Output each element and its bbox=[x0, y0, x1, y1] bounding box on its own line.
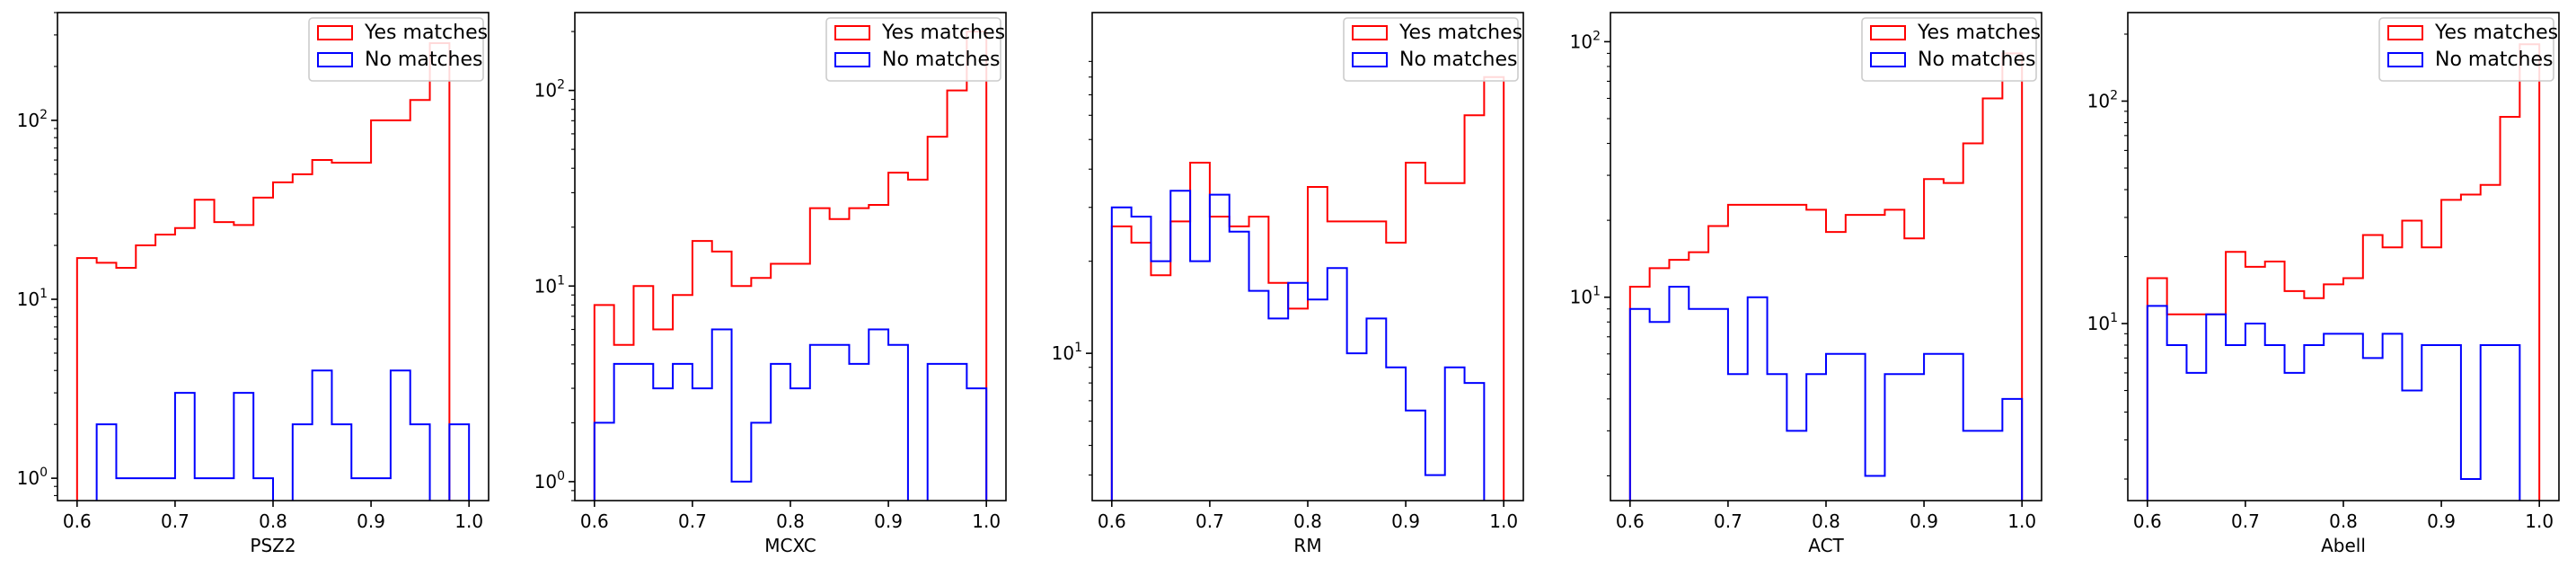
x-axis-label: ACT bbox=[1808, 535, 1844, 556]
legend-swatch-yes-matches bbox=[317, 25, 353, 40]
y-tick-label: 102 bbox=[1570, 29, 1601, 52]
legend-label-no-matches: No matches bbox=[2435, 49, 2553, 71]
axes-frame bbox=[574, 12, 1007, 501]
legend-label-no-matches: No matches bbox=[882, 49, 1000, 71]
legend-swatch-yes-matches bbox=[834, 25, 870, 40]
legend-label-no-matches: No matches bbox=[1918, 49, 2035, 71]
y-tick-label: 101 bbox=[1052, 341, 1082, 364]
axes-frame bbox=[2127, 12, 2560, 501]
series-no-matches-line bbox=[1628, 285, 2024, 501]
x-tick-label: 0.7 bbox=[2231, 510, 2260, 532]
series-no-matches-line bbox=[1110, 190, 1486, 501]
y-tick-label: 101 bbox=[17, 287, 48, 310]
x-tick-label: 0.6 bbox=[1098, 510, 1126, 532]
legend-label-yes-matches: Yes matches bbox=[2434, 22, 2558, 44]
x-tick-label: 1.0 bbox=[454, 510, 483, 532]
x-tick-label: 1.0 bbox=[2007, 510, 2036, 532]
axes-frame bbox=[57, 12, 490, 501]
series-yes-matches-line bbox=[2146, 43, 2541, 501]
x-tick-label: 0.9 bbox=[1910, 510, 1938, 532]
series-no-matches-line bbox=[593, 328, 988, 501]
x-tick-label: 1.0 bbox=[972, 510, 1001, 532]
legend: Yes matches No matches bbox=[1861, 17, 2041, 82]
legend-swatch-yes-matches bbox=[2387, 25, 2423, 40]
x-tick-label: 0.8 bbox=[1293, 510, 1322, 532]
series-no-matches-line bbox=[95, 369, 471, 501]
legend-label-yes-matches: Yes matches bbox=[1917, 22, 2041, 44]
x-tick-label: 0.8 bbox=[259, 510, 287, 532]
series-yes-matches-line bbox=[593, 31, 988, 501]
legend-swatch-no-matches bbox=[2387, 52, 2423, 67]
legend-label-no-matches: No matches bbox=[365, 49, 482, 71]
legend-swatch-no-matches bbox=[317, 52, 353, 67]
legend: Yes matches No matches bbox=[2378, 17, 2558, 82]
legend-swatch-no-matches bbox=[834, 52, 870, 67]
y-tick-label: 102 bbox=[17, 108, 48, 131]
x-tick-label: 0.6 bbox=[1616, 510, 1645, 532]
legend-swatch-no-matches bbox=[1352, 52, 1388, 67]
x-tick-label: 0.7 bbox=[1714, 510, 1742, 532]
x-tick-label: 0.9 bbox=[874, 510, 903, 532]
y-tick-label: 101 bbox=[2087, 311, 2118, 334]
histogram-panel-psz2: 0.6 0.7 0.8 0.9 1.0 PSZ2 100 101 102 Yes matches N… bbox=[17, 12, 490, 556]
axes-frame bbox=[1610, 12, 2042, 501]
series-no-matches-line bbox=[2146, 305, 2521, 501]
x-tick-label: 0.6 bbox=[63, 510, 92, 532]
x-tick-label: 0.8 bbox=[776, 510, 805, 532]
legend-swatch-no-matches bbox=[1870, 52, 1906, 67]
y-tick-label: 101 bbox=[534, 273, 565, 297]
x-tick-label: 0.7 bbox=[678, 510, 707, 532]
x-axis-label: Abell bbox=[2321, 535, 2366, 556]
y-tick-label: 102 bbox=[2087, 88, 2118, 111]
x-axis-label: PSZ2 bbox=[250, 535, 296, 556]
y-tick-label: 102 bbox=[534, 78, 565, 102]
legend-swatch-yes-matches bbox=[1352, 25, 1388, 40]
legend: Yes matches No matches bbox=[825, 17, 1005, 82]
x-tick-label: 1.0 bbox=[2525, 510, 2554, 532]
legend: Yes matches No matches bbox=[308, 17, 488, 82]
histogram-panel-act: 0.6 0.7 0.8 0.9 1.0 ACT 101 102 Yes matches No ma… bbox=[1570, 12, 2042, 556]
x-tick-label: 0.9 bbox=[2427, 510, 2456, 532]
legend-label-yes-matches: Yes matches bbox=[364, 22, 488, 44]
series-yes-matches-line bbox=[75, 41, 451, 501]
x-tick-label: 0.8 bbox=[2329, 510, 2358, 532]
legend-swatch-yes-matches bbox=[1870, 25, 1906, 40]
histogram-panel-mcxc: 0.6 0.7 0.8 0.9 1.0 MCXC 100 101 102 Yes matches N… bbox=[534, 12, 1007, 556]
x-tick-label: 0.6 bbox=[2133, 510, 2162, 532]
histogram-panel-abell: 0.6 0.7 0.8 0.9 1.0 Abell 101 102 Yes matches No … bbox=[2087, 12, 2560, 556]
x-tick-label: 0.8 bbox=[1812, 510, 1840, 532]
histogram-panel-rm: 0.6 0.7 0.8 0.9 1.0 RM 101 Yes matches No matche… bbox=[1052, 12, 1524, 556]
legend-label-yes-matches: Yes matches bbox=[881, 22, 1005, 44]
legend: Yes matches No matches bbox=[1343, 17, 1522, 82]
x-tick-label: 0.7 bbox=[161, 510, 190, 532]
series-yes-matches-line bbox=[1628, 52, 2024, 501]
y-tick-label: 100 bbox=[17, 466, 48, 489]
y-tick-label: 101 bbox=[1570, 285, 1601, 308]
x-axis-label: RM bbox=[1293, 535, 1321, 556]
x-tick-label: 1.0 bbox=[1489, 510, 1518, 532]
x-tick-label: 0.7 bbox=[1195, 510, 1224, 532]
y-tick-label: 100 bbox=[534, 469, 565, 493]
x-tick-label: 0.6 bbox=[580, 510, 609, 532]
legend-label-yes-matches: Yes matches bbox=[1398, 22, 1522, 44]
x-tick-label: 0.9 bbox=[357, 510, 385, 532]
x-tick-label: 0.9 bbox=[1391, 510, 1420, 532]
x-axis-label: MCXC bbox=[764, 535, 816, 556]
legend-label-no-matches: No matches bbox=[1399, 49, 1517, 71]
